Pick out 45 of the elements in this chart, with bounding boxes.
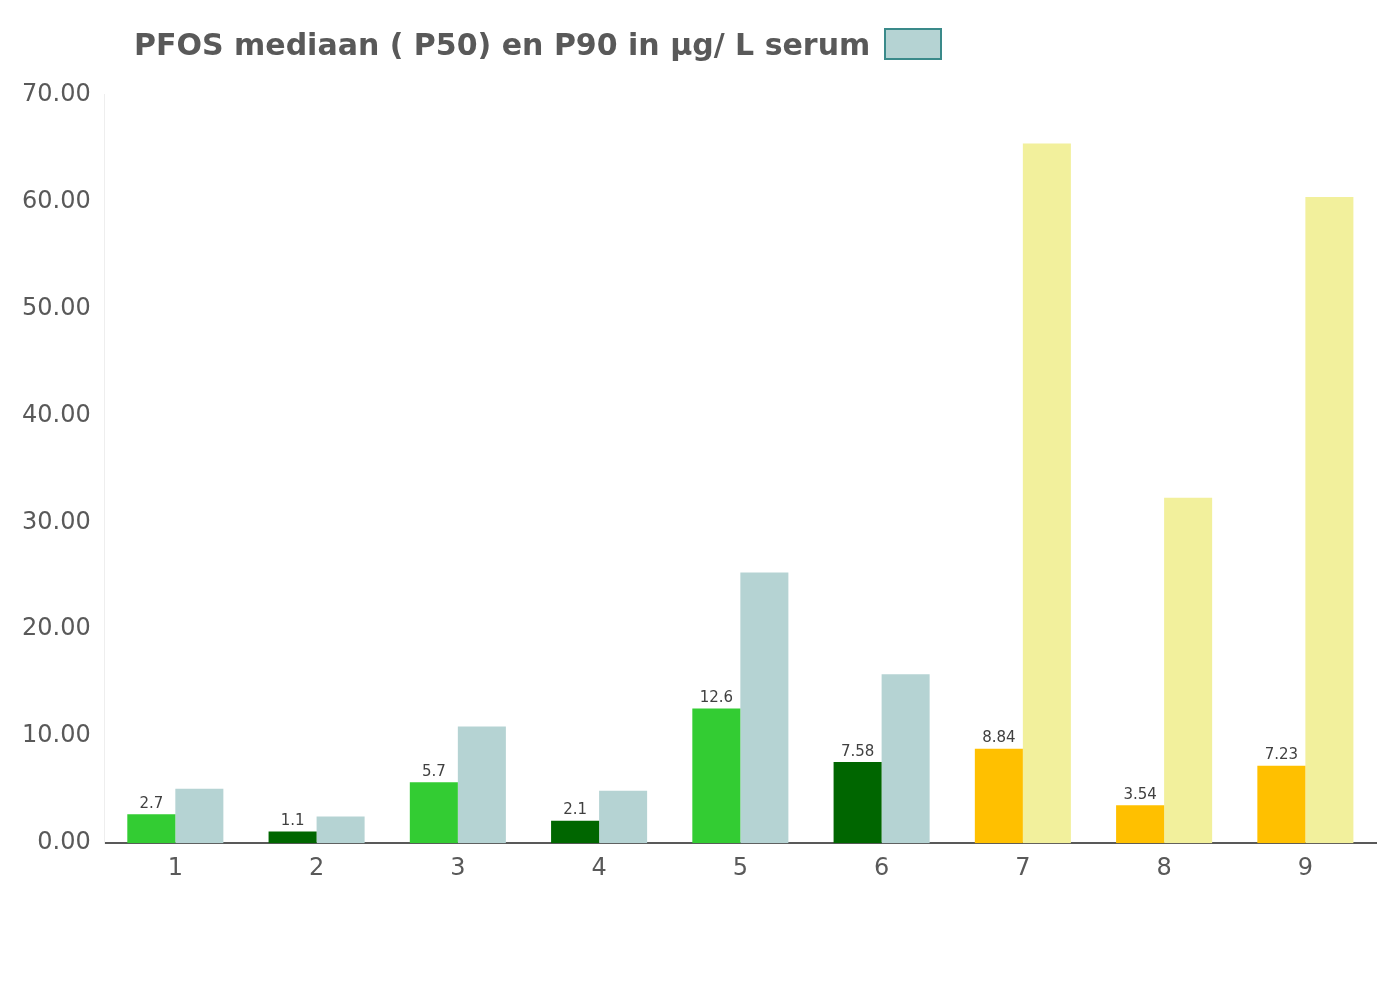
data-label: 3.54: [1123, 784, 1157, 803]
x-tick-label: 4: [591, 852, 607, 881]
data-label: 12.6: [699, 687, 734, 706]
bar: [740, 572, 789, 844]
bar: [599, 790, 648, 844]
bar: [692, 708, 741, 844]
bar: [457, 726, 506, 844]
x-tick-label: 1: [167, 852, 183, 881]
y-tick-label: 60.00: [21, 185, 91, 214]
data-label: 1.1: [280, 810, 305, 829]
x-tick-label: 3: [450, 852, 466, 881]
bar: [551, 820, 600, 844]
bar: [127, 814, 176, 844]
bar: [175, 788, 224, 844]
y-tick-label: 50.00: [21, 292, 91, 321]
x-tick-label: 7: [1015, 852, 1031, 881]
bar: [1164, 497, 1213, 844]
y-tick-label: 10.00: [21, 720, 91, 749]
data-label: 8.84: [982, 728, 1016, 747]
x-tick-label: 6: [873, 852, 890, 881]
x-tick-label: 2: [308, 852, 325, 881]
bar: [316, 816, 365, 844]
y-tick-label: 40.00: [21, 399, 91, 428]
bar: [1022, 143, 1071, 844]
data-label: 7.23: [1264, 745, 1299, 764]
data-label: 5.7: [421, 761, 446, 780]
bar: [1305, 197, 1354, 844]
chart-title: PFOS mediaan ( P50) en P90 in µg/ L serum: [134, 26, 871, 62]
y-tick-label: 30.00: [21, 506, 91, 535]
bar: [881, 674, 930, 844]
bar: [409, 782, 458, 844]
x-tick-label: 5: [732, 852, 748, 881]
y-tick-label: 20.00: [21, 613, 91, 642]
bar: [268, 831, 317, 844]
data-label: 7.58: [840, 741, 875, 760]
x-tick-label: 9: [1297, 852, 1314, 881]
bar: [974, 748, 1023, 844]
data-label: 2.7: [139, 793, 164, 812]
y-tick-label: 70.00: [21, 78, 91, 107]
bar: [1116, 805, 1165, 844]
bar: [833, 762, 882, 844]
y-tick-label: 0.00: [37, 827, 91, 856]
x-tick-label: 8: [1156, 852, 1172, 881]
data-label: 2.1: [563, 800, 588, 819]
bar: [1257, 765, 1306, 844]
